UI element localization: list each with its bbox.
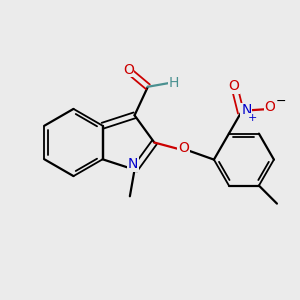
Text: N: N [128,157,138,171]
Text: −: − [276,95,286,108]
Text: O: O [123,63,134,77]
Text: O: O [229,79,239,93]
Text: O: O [265,100,275,114]
Text: O: O [178,142,189,155]
Text: +: + [248,113,257,123]
Text: N: N [241,103,251,117]
Text: H: H [169,76,179,90]
